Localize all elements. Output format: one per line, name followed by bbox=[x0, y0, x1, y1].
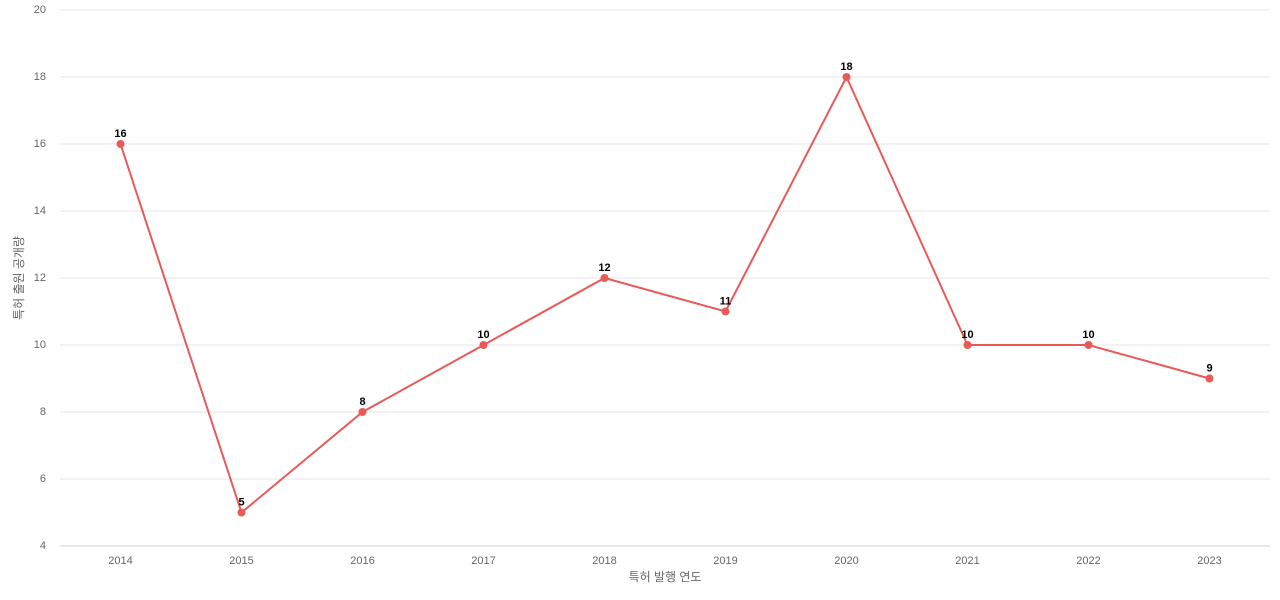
y-tick-label: 14 bbox=[34, 205, 46, 217]
x-tick-label: 2016 bbox=[350, 555, 374, 567]
line bbox=[119, 74, 1210, 515]
y-tick-label: 6 bbox=[40, 473, 46, 485]
point bbox=[842, 73, 851, 81]
x-tick-label: 2023 bbox=[1197, 555, 1221, 567]
y-tick-label: 12 bbox=[34, 272, 46, 284]
y-tick-label: 8 bbox=[40, 406, 46, 418]
point bbox=[116, 140, 125, 148]
x-axis-title: 특허 발행 연도 bbox=[629, 569, 702, 584]
value-label: 9 bbox=[1206, 362, 1212, 374]
point bbox=[1084, 341, 1093, 349]
value-label: 10 bbox=[961, 329, 973, 341]
value-label: 16 bbox=[114, 128, 126, 140]
y-tick-label: 18 bbox=[34, 71, 46, 83]
point bbox=[600, 274, 609, 282]
value-label: 12 bbox=[598, 262, 610, 274]
y-axis-title: 특허 출원 공개량 bbox=[12, 236, 26, 320]
x-tick-label: 2022 bbox=[1076, 555, 1100, 567]
point bbox=[721, 307, 730, 316]
x-tick-label: 2017 bbox=[471, 555, 495, 567]
point bbox=[358, 408, 367, 416]
x-tick-label: 2021 bbox=[955, 555, 979, 567]
point bbox=[1205, 374, 1214, 383]
x-tick-label: 2014 bbox=[108, 555, 132, 567]
point bbox=[479, 341, 488, 349]
y-tick-label: 20 bbox=[34, 4, 46, 16]
y-tick-label: 4 bbox=[40, 540, 46, 552]
y-tick-label: 10 bbox=[34, 339, 46, 351]
value-label: 10 bbox=[1082, 329, 1094, 341]
value-label: 18 bbox=[840, 61, 852, 73]
value-label: 8 bbox=[359, 396, 365, 408]
x-tick-label: 2020 bbox=[834, 555, 858, 567]
x-tick-label: 2015 bbox=[229, 555, 253, 567]
value-label: 5 bbox=[238, 496, 244, 508]
y-tick-label: 16 bbox=[34, 138, 46, 150]
value-label: 10 bbox=[477, 329, 489, 341]
point bbox=[963, 341, 972, 349]
x-tick-label: 2018 bbox=[592, 555, 616, 567]
value-label: 11 bbox=[720, 295, 732, 307]
point bbox=[237, 508, 246, 517]
x-tick-label: 2019 bbox=[713, 555, 737, 567]
